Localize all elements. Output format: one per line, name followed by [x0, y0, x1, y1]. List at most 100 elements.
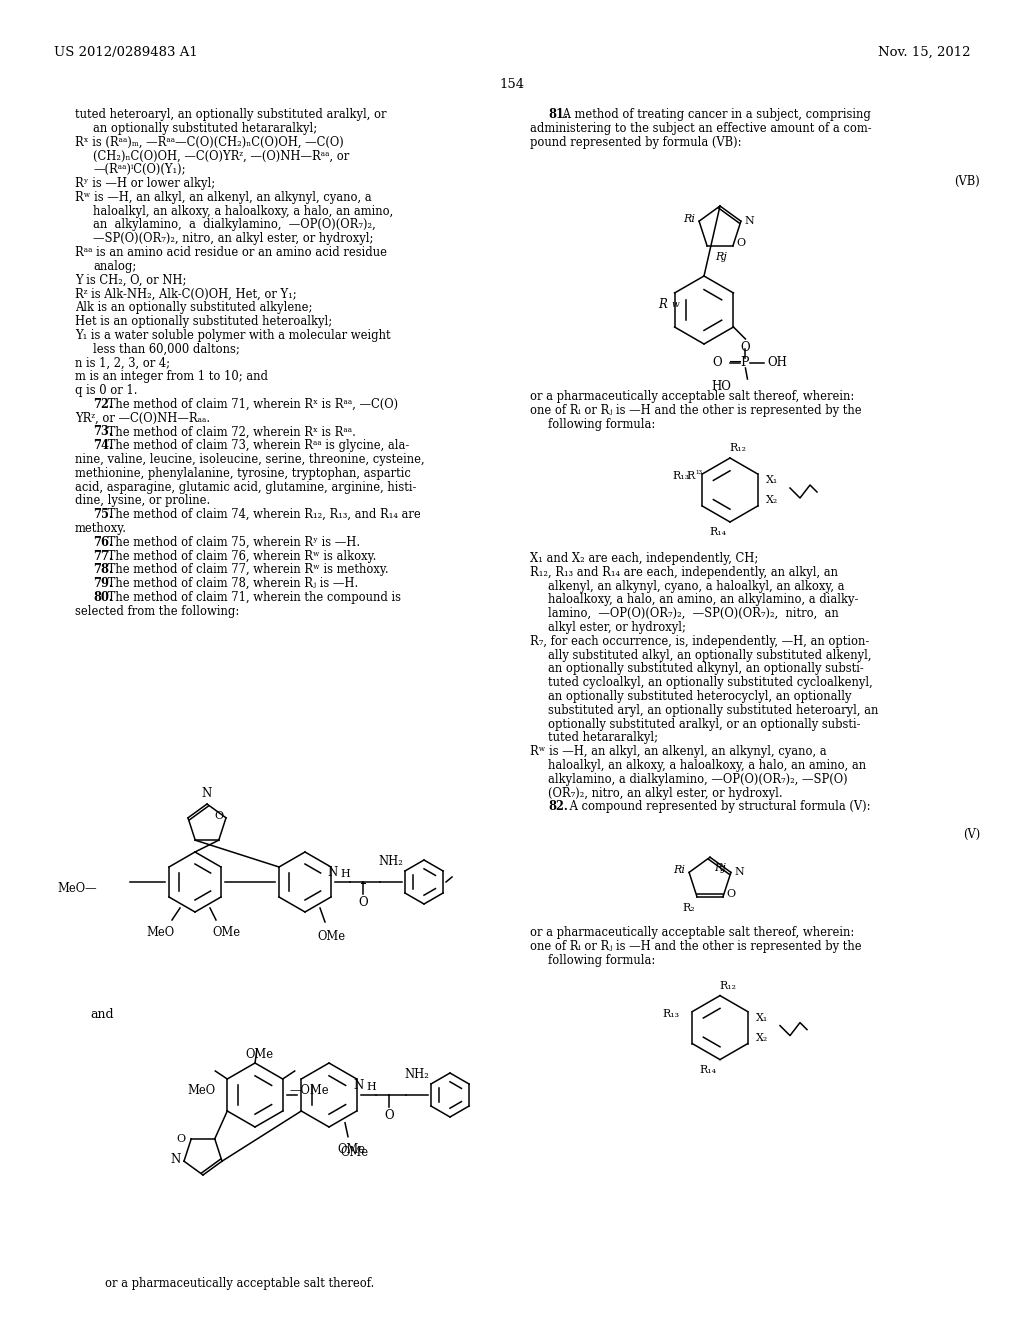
Text: H: H — [340, 869, 350, 879]
Text: OH: OH — [767, 355, 787, 368]
Text: O: O — [726, 888, 735, 899]
Text: Rᵃᵃ is an amino acid residue or an amino acid residue: Rᵃᵃ is an amino acid residue or an amino… — [75, 246, 387, 259]
Text: (OR₇)₂, nitro, an alkyl ester, or hydroxyl.: (OR₇)₂, nitro, an alkyl ester, or hydrox… — [548, 787, 782, 800]
Text: Ri: Ri — [683, 214, 695, 224]
Text: OMe: OMe — [317, 931, 345, 942]
Text: optionally substituted aralkyl, or an optionally substi-: optionally substituted aralkyl, or an op… — [548, 718, 860, 730]
Text: haloalkoxy, a halo, an amino, an alkylamino, a dialky-: haloalkoxy, a halo, an amino, an alkylam… — [548, 594, 858, 606]
Text: P: P — [740, 356, 749, 370]
Text: 74.: 74. — [93, 440, 113, 453]
Text: A compound represented by structural formula (V):: A compound represented by structural for… — [566, 800, 870, 813]
Text: Het is an optionally substituted heteroalkyl;: Het is an optionally substituted heteroa… — [75, 315, 332, 327]
Text: Y is CH₂, O, or NH;: Y is CH₂, O, or NH; — [75, 273, 186, 286]
Text: O: O — [214, 810, 223, 821]
Text: O: O — [740, 341, 751, 354]
Text: YRᶻ, or —C(O)NH—Rₐₐ.: YRᶻ, or —C(O)NH—Rₐₐ. — [75, 412, 210, 425]
Text: R₁₃: R₁₃ — [663, 1008, 680, 1019]
Text: NH₂: NH₂ — [404, 1068, 429, 1081]
Text: one of Rᵢ or Rⱼ is —H and the other is represented by the: one of Rᵢ or Rⱼ is —H and the other is r… — [530, 940, 861, 953]
Text: one of Rᵢ or Rⱼ is —H and the other is represented by the: one of Rᵢ or Rⱼ is —H and the other is r… — [530, 404, 861, 417]
Text: R₇, for each occurrence, is, independently, —H, an option-: R₇, for each occurrence, is, independent… — [530, 635, 869, 648]
Text: (V): (V) — [963, 828, 980, 841]
Text: substituted aryl, an optionally substituted heteroaryl, an: substituted aryl, an optionally substitu… — [548, 704, 879, 717]
Text: or a pharmaceutically acceptable salt thereof.: or a pharmaceutically acceptable salt th… — [105, 1276, 375, 1290]
Text: NH₂: NH₂ — [378, 855, 402, 869]
Text: pound represented by formula (VB):: pound represented by formula (VB): — [530, 136, 741, 149]
Text: (VB): (VB) — [954, 176, 980, 187]
Text: Rj: Rj — [715, 252, 727, 261]
Text: an optionally substituted alkynyl, an optionally substi-: an optionally substituted alkynyl, an op… — [548, 663, 864, 676]
Text: an optionally substituted hetararalkyl;: an optionally substituted hetararalkyl; — [93, 121, 317, 135]
Text: OMe: OMe — [212, 927, 240, 939]
Text: H: H — [366, 1082, 376, 1092]
Text: MeO: MeO — [146, 927, 174, 939]
Text: administering to the subject an effective amount of a com-: administering to the subject an effectiv… — [530, 121, 871, 135]
Text: or a pharmaceutically acceptable salt thereof, wherein:: or a pharmaceutically acceptable salt th… — [530, 389, 854, 403]
Text: alkyl ester, or hydroxyl;: alkyl ester, or hydroxyl; — [548, 620, 686, 634]
Text: The method of claim 71, wherein Rˣ is Rᵃᵃ, —C(O): The method of claim 71, wherein Rˣ is Rᵃ… — [104, 397, 398, 411]
Text: haloalkyl, an alkoxy, a haloalkoxy, a halo, an amino, an: haloalkyl, an alkoxy, a haloalkoxy, a ha… — [548, 759, 866, 772]
Text: R₁₃: R₁₃ — [673, 471, 690, 480]
Text: X₂: X₂ — [756, 1032, 768, 1043]
Text: The method of claim 78, wherein Rⱼ is —H.: The method of claim 78, wherein Rⱼ is —H… — [104, 577, 358, 590]
Text: —OMe: —OMe — [290, 1084, 330, 1097]
Text: alkenyl, an alkynyl, cyano, a haloalkyl, an alkoxy, a: alkenyl, an alkynyl, cyano, a haloalkyl,… — [548, 579, 845, 593]
Text: n is 1, 2, 3, or 4;: n is 1, 2, 3, or 4; — [75, 356, 170, 370]
Text: following formula:: following formula: — [548, 954, 655, 966]
Text: ₁₃: ₁₃ — [695, 467, 702, 477]
Text: O: O — [713, 355, 723, 368]
Text: lamino,  —OP(O)(OR₇)₂,  —SP(O)(OR₇)₂,  nitro,  an: lamino, —OP(O)(OR₇)₂, —SP(O)(OR₇)₂, nitr… — [548, 607, 839, 620]
Text: US 2012/0289483 A1: US 2012/0289483 A1 — [54, 46, 198, 59]
Text: The method of claim 72, wherein Rˣ is Rᵃᵃ.: The method of claim 72, wherein Rˣ is Rᵃ… — [104, 425, 356, 438]
Text: Ri: Ri — [673, 866, 685, 875]
Text: N: N — [202, 787, 212, 800]
Text: N: N — [353, 1078, 364, 1092]
Text: Rj: Rj — [714, 863, 726, 874]
Text: The method of claim 75, wherein Rʸ is —H.: The method of claim 75, wherein Rʸ is —H… — [104, 536, 360, 549]
Text: O: O — [176, 1134, 185, 1144]
Text: R₁₂, R₁₃ and R₁₄ are each, independently, an alkyl, an: R₁₂, R₁₃ and R₁₄ are each, independently… — [530, 566, 838, 578]
Text: haloalkyl, an alkoxy, a haloalkoxy, a halo, an amino,: haloalkyl, an alkoxy, a haloalkoxy, a ha… — [93, 205, 393, 218]
Text: 78.: 78. — [93, 564, 113, 577]
Text: Rᶻ is Alk-NH₂, Alk-C(O)OH, Het, or Y₁;: Rᶻ is Alk-NH₂, Alk-C(O)OH, Het, or Y₁; — [75, 288, 297, 301]
Text: 72.: 72. — [93, 397, 113, 411]
Text: methionine, phenylalanine, tyrosine, tryptophan, aspartic: methionine, phenylalanine, tyrosine, try… — [75, 467, 411, 479]
Text: 75.: 75. — [93, 508, 113, 521]
Text: 80.: 80. — [93, 591, 113, 605]
Text: MeO: MeO — [187, 1084, 215, 1097]
Text: OMe: OMe — [337, 1143, 366, 1156]
Text: tuted heteroaryl, an optionally substituted aralkyl, or: tuted heteroaryl, an optionally substitu… — [75, 108, 386, 121]
Text: and: and — [90, 1008, 114, 1020]
Text: OMe: OMe — [340, 1146, 368, 1159]
Text: A method of treating cancer in a subject, comprising: A method of treating cancer in a subject… — [559, 108, 871, 121]
Text: 82.: 82. — [548, 800, 567, 813]
Text: or a pharmaceutically acceptable salt thereof, wherein:: or a pharmaceutically acceptable salt th… — [530, 927, 854, 940]
Text: m is an integer from 1 to 10; and: m is an integer from 1 to 10; and — [75, 370, 268, 383]
Text: N: N — [744, 216, 755, 226]
Text: N: N — [171, 1152, 181, 1166]
Text: Rʷ is —H, an alkyl, an alkenyl, an alkynyl, cyano, a: Rʷ is —H, an alkyl, an alkenyl, an alkyn… — [75, 191, 372, 203]
Text: an  alkylamino,  a  dialkylamino,  —OP(O)(OR₇)₂,: an alkylamino, a dialkylamino, —OP(O)(OR… — [93, 218, 376, 231]
Text: R₁₄: R₁₄ — [699, 1065, 717, 1074]
Text: Rʸ is —H or lower alkyl;: Rʸ is —H or lower alkyl; — [75, 177, 215, 190]
Text: O: O — [358, 896, 368, 909]
Text: The method of claim 71, wherein the compound is: The method of claim 71, wherein the comp… — [104, 591, 401, 605]
Text: Y₁ is a water soluble polymer with a molecular weight: Y₁ is a water soluble polymer with a mol… — [75, 329, 390, 342]
Text: dine, lysine, or proline.: dine, lysine, or proline. — [75, 495, 210, 507]
Text: The method of claim 76, wherein Rʷ is alkoxy.: The method of claim 76, wherein Rʷ is al… — [104, 549, 377, 562]
Text: less than 60,000 daltons;: less than 60,000 daltons; — [93, 343, 240, 355]
Text: 73.: 73. — [93, 425, 113, 438]
Text: methoxy.: methoxy. — [75, 521, 127, 535]
Text: Rʷ is —H, an alkyl, an alkenyl, an alkynyl, cyano, a: Rʷ is —H, an alkyl, an alkenyl, an alkyn… — [530, 746, 826, 758]
Text: 81.: 81. — [548, 108, 568, 121]
Text: 76.: 76. — [93, 536, 113, 549]
Text: w: w — [671, 300, 679, 309]
Text: R₁₂: R₁₂ — [729, 444, 746, 453]
Text: 77.: 77. — [93, 549, 113, 562]
Text: —(Rᵃᵃ)ⁱC(O)(Y₁);: —(Rᵃᵃ)ⁱC(O)(Y₁); — [93, 164, 185, 176]
Text: R₂: R₂ — [682, 903, 695, 913]
Text: Rˣ is (Rᵃᵃ)ₘ, —Rᵃᵃ—C(O)(CH₂)ₙC(O)OH, —C(O): Rˣ is (Rᵃᵃ)ₘ, —Rᵃᵃ—C(O)(CH₂)ₙC(O)OH, —C(… — [75, 136, 344, 149]
Text: N: N — [735, 867, 744, 878]
Text: selected from the following:: selected from the following: — [75, 605, 240, 618]
Text: R₁₄: R₁₄ — [710, 527, 727, 537]
